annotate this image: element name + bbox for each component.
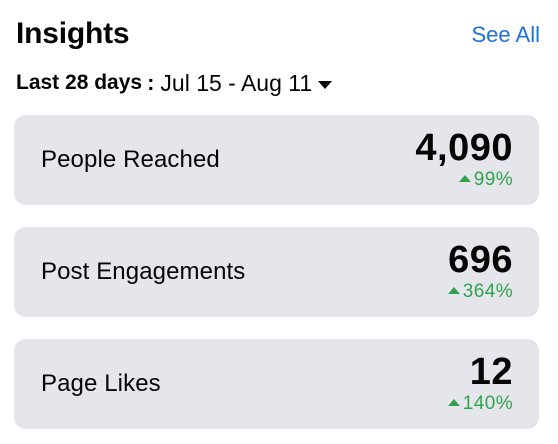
- metric-change: 364%: [447, 281, 513, 303]
- metric-label: People Reached: [41, 146, 220, 173]
- metric-change: 99%: [458, 169, 513, 191]
- caret-down-icon[interactable]: [318, 81, 333, 89]
- metric-card-post-engagements[interactable]: Post Engagements 696 364%: [14, 227, 539, 317]
- metric-change-value: 99%: [473, 169, 513, 190]
- insights-header: Insights See All: [16, 14, 540, 54]
- metric-card-people-reached[interactable]: People Reached 4,090 99%: [14, 115, 539, 205]
- metric-card-page-likes[interactable]: Page Likes 12 140%: [14, 339, 539, 429]
- metric-change-value: 364%: [462, 281, 513, 302]
- date-range-separator: :: [147, 70, 155, 95]
- date-range-value: Jul 15 - Aug 11: [160, 69, 313, 96]
- see-all-link[interactable]: See All: [471, 22, 541, 47]
- metric-value: 4,090: [415, 127, 513, 169]
- metric-change-value: 140%: [462, 393, 513, 414]
- metric-label: Page Likes: [41, 370, 161, 397]
- metric-value: 696: [448, 239, 513, 281]
- metric-value: 12: [469, 351, 513, 393]
- trend-up-icon: [447, 399, 460, 406]
- date-range-label: Last 28 days: [16, 71, 143, 94]
- date-range-selector[interactable]: Last 28 days : Jul 15 - Aug 11: [16, 68, 333, 98]
- page-title: Insights: [16, 17, 130, 50]
- metric-change: 140%: [447, 393, 513, 415]
- trend-up-icon: [447, 287, 460, 294]
- trend-up-icon: [458, 175, 471, 182]
- metric-label: Post Engagements: [41, 258, 246, 285]
